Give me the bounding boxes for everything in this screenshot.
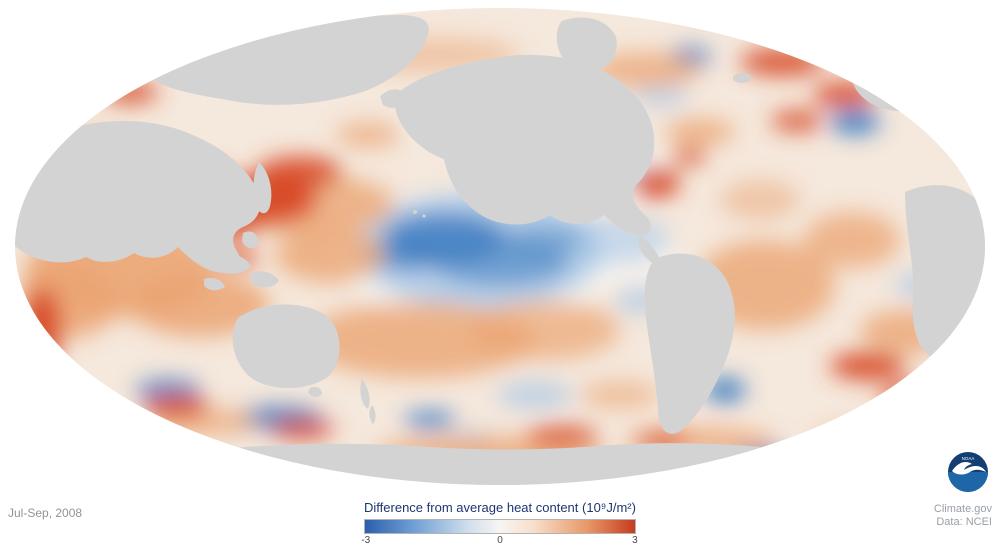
land-kamchatka xyxy=(298,67,336,102)
colorbar-legend: Difference from average heat content (10… xyxy=(270,500,730,547)
land-north-america xyxy=(380,54,655,236)
land-hawaii xyxy=(413,210,417,214)
land-new-zealand xyxy=(360,379,376,424)
land-iceland xyxy=(733,73,751,83)
date-label: Jul-Sep, 2008 xyxy=(8,506,83,520)
attribution: Climate.gov Data: NCEI xyxy=(934,503,992,529)
attribution-site: Climate.gov xyxy=(933,503,992,515)
land-asia xyxy=(15,121,261,273)
land-siberia xyxy=(150,15,429,105)
colorbar-gradient xyxy=(364,519,636,534)
legend-title: Difference from average heat content (10… xyxy=(364,500,636,515)
land-australia xyxy=(232,304,340,397)
world-map xyxy=(15,8,985,485)
colorbar-ticks: -3 0 3 xyxy=(361,535,638,547)
land-africa-edge xyxy=(905,185,985,361)
land-hawaii-2 xyxy=(422,214,426,218)
noaa-logo: NOAA xyxy=(948,452,988,492)
land-greenland xyxy=(556,17,617,74)
svg-text:NOAA: NOAA xyxy=(962,456,975,461)
tick-mid: 0 xyxy=(497,535,503,546)
land-south-america xyxy=(644,253,735,434)
tick-max: 3 xyxy=(632,535,638,546)
land-antarctica xyxy=(110,443,885,485)
land-indonesia xyxy=(204,254,279,291)
land-japan xyxy=(253,162,272,214)
attribution-data: Data: NCEI xyxy=(936,516,992,528)
land-philippines xyxy=(242,231,259,249)
tick-min: -3 xyxy=(361,535,371,546)
land-central-america xyxy=(637,236,662,265)
